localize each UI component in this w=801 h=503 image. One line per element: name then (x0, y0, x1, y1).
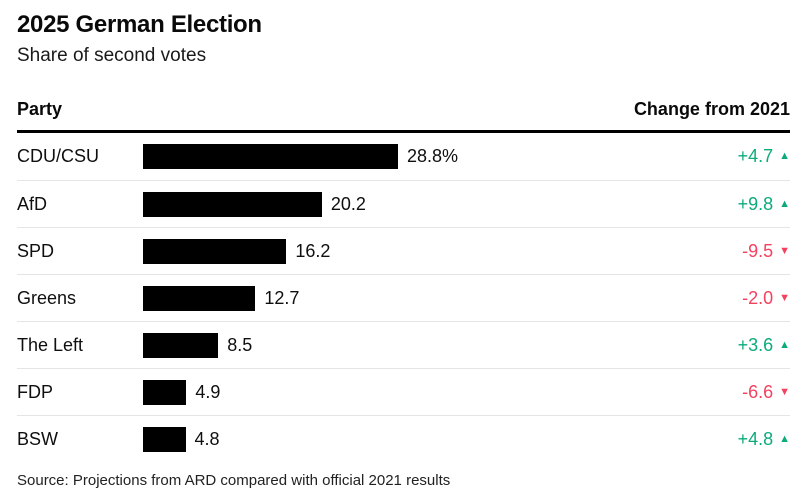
source-note: Source: Projections from ARD compared wi… (17, 472, 451, 489)
chart-title: 2025 German Election (17, 11, 262, 38)
table-header: Party Change from 2021 (17, 98, 790, 120)
trend-arrow-icon: ▲ (779, 338, 790, 351)
bar-value: 4.9 (195, 381, 221, 402)
change-value: +9.8 ▲ (640, 194, 790, 215)
bar (143, 285, 256, 311)
trend-arrow-icon: ▼ (779, 244, 790, 257)
bar (143, 379, 187, 405)
table-row: SPD 16.2 -9.5 ▼ (17, 227, 790, 274)
column-header-party: Party (17, 99, 63, 119)
trend-arrow-icon: ▲ (779, 197, 790, 210)
change-label: -2.0 (742, 287, 774, 308)
bar (143, 191, 322, 217)
bar (143, 238, 287, 264)
change-label: -9.5 (742, 240, 774, 261)
party-label: FDP (17, 381, 53, 402)
trend-arrow-icon: ▼ (779, 385, 790, 398)
change-label: +3.6 (737, 334, 774, 355)
party-label: AfD (17, 193, 48, 214)
party-label: Greens (17, 287, 77, 308)
bar (143, 332, 219, 358)
table-row: FDP 4.9 -6.6 ▼ (17, 368, 790, 415)
table-row: The Left 8.5 +3.6 ▲ (17, 321, 790, 368)
party-label: BSW (17, 428, 59, 449)
bar (143, 144, 398, 169)
table-row: Greens 12.7 -2.0 ▼ (17, 274, 790, 321)
change-value: -2.0 ▼ (640, 288, 790, 309)
change-value: +3.6 ▲ (640, 335, 790, 356)
table-row: AfD 20.2 +9.8 ▲ (17, 180, 790, 227)
party-label: CDU/CSU (17, 146, 100, 166)
bar-value: 28.8% (407, 146, 459, 166)
column-header-change: Change from 2021 (633, 99, 790, 119)
party-label: SPD (17, 240, 55, 261)
trend-arrow-icon: ▲ (779, 432, 790, 445)
table-row: CDU/CSU 28.8% +4.7 ▲ (17, 133, 790, 180)
change-value: +4.7 ▲ (640, 146, 790, 167)
bar-value: 20.2 (330, 193, 366, 214)
bar-chart: CDU/CSU 28.8% +4.7 ▲ AfD 20.2 +9.8 ▲ SPD (17, 133, 790, 462)
change-label: +4.7 (737, 146, 774, 166)
trend-arrow-icon: ▲ (779, 150, 790, 162)
change-label: -6.6 (742, 381, 774, 402)
change-value: -9.5 ▼ (640, 241, 790, 262)
bar-value: 4.8 (194, 428, 220, 449)
change-label: +9.8 (737, 193, 774, 214)
party-label: The Left (17, 334, 84, 355)
bar-value: 8.5 (227, 334, 253, 355)
trend-arrow-icon: ▼ (779, 291, 790, 304)
bar-value: 12.7 (264, 287, 300, 308)
change-value: -6.6 ▼ (640, 382, 790, 403)
bar (143, 426, 186, 452)
table-row: BSW 4.8 +4.8 ▲ (17, 415, 790, 462)
chart-subtitle: Share of second votes (17, 45, 207, 66)
change-label: +4.8 (737, 428, 774, 449)
header-divider (17, 130, 790, 133)
change-value: +4.8 ▲ (640, 429, 790, 450)
bar-value: 16.2 (295, 240, 331, 261)
